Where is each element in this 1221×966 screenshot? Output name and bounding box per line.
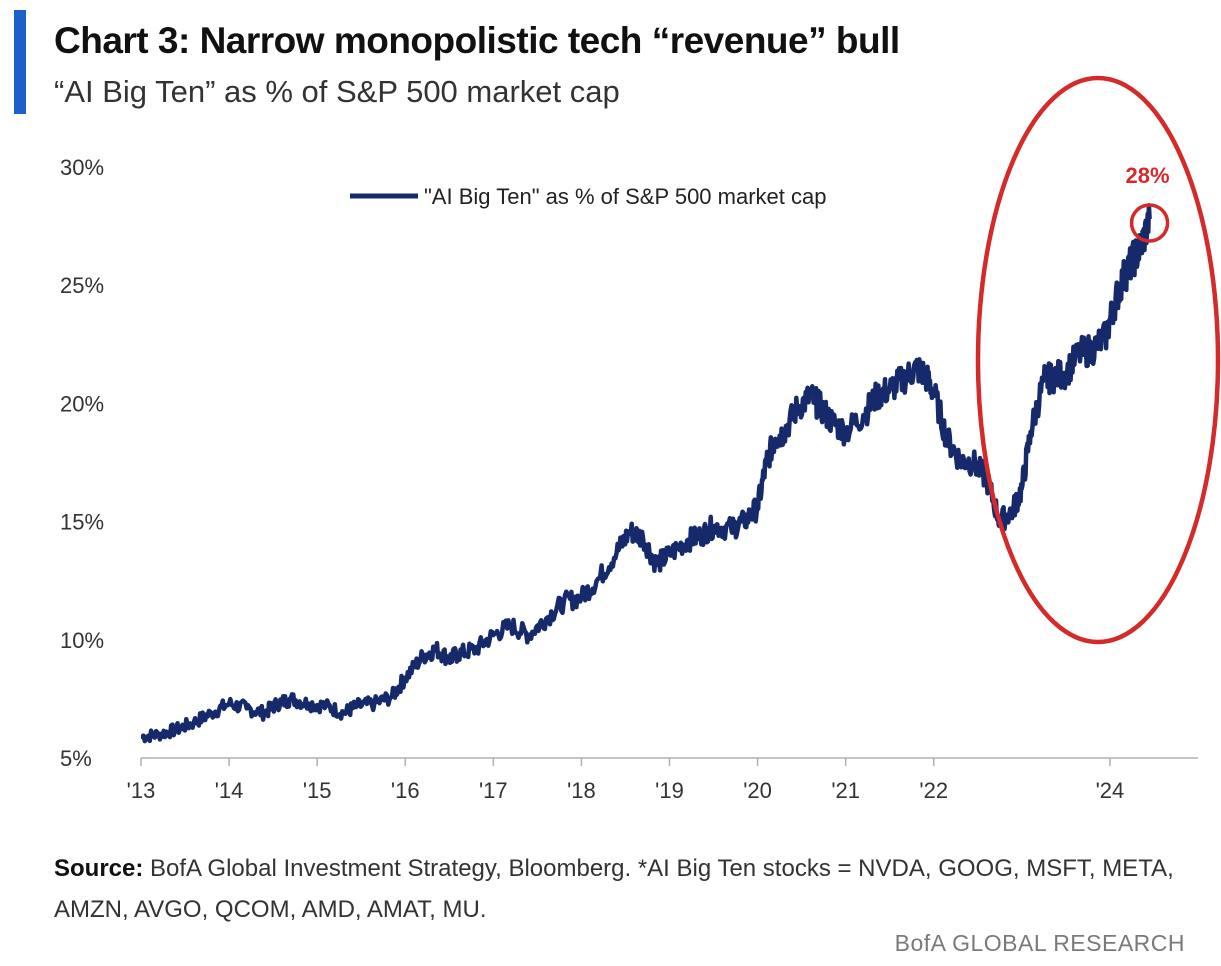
x-tick-label: '16 — [391, 778, 420, 803]
x-tick-label: '13 — [127, 778, 156, 803]
x-axis: '13 '14 '15 '16 '17 '18 '19 '20 '21 '22 '24 — [127, 758, 1125, 803]
x-tick-label: '14 — [215, 778, 244, 803]
x-tick-label: '19 — [655, 778, 684, 803]
legend-label: "AI Big Ten" as % of S&P 500 market cap — [424, 184, 826, 209]
x-tick-label: '17 — [479, 778, 508, 803]
x-tick-label: '18 — [567, 778, 596, 803]
x-tick-label: '24 — [1096, 778, 1125, 803]
y-tick-label: 30% — [60, 155, 104, 180]
accent-bar — [14, 10, 26, 114]
peak-marker — [1129, 203, 1170, 243]
highlight-ellipse — [975, 75, 1221, 645]
x-tick-label: '22 — [919, 778, 948, 803]
chart-subtitle: “AI Big Ten” as % of S&P 500 market cap — [54, 74, 620, 109]
x-tick-label: '21 — [831, 778, 860, 803]
y-axis: 5% 10% 15% 20% 25% 30% — [60, 155, 104, 771]
y-tick-label: 20% — [60, 391, 104, 416]
x-tick-label: '20 — [743, 778, 772, 803]
brand-label: BofA GLOBAL RESEARCH — [894, 930, 1185, 956]
chart-title: Chart 3: Narrow monopolistic tech “reven… — [54, 20, 900, 61]
y-tick-label: 5% — [60, 746, 92, 771]
x-tick-label: '15 — [303, 778, 332, 803]
legend: "AI Big Ten" as % of S&P 500 market cap — [350, 184, 826, 209]
source-note: Source: BofA Global Investment Strategy,… — [54, 848, 1174, 930]
source-text: BofA Global Investment Strategy, Bloombe… — [54, 855, 1174, 923]
peak-label: 28% — [1126, 163, 1170, 188]
y-tick-label: 15% — [60, 510, 104, 535]
y-tick-label: 25% — [60, 273, 104, 298]
series-line — [140, 203, 1152, 744]
y-tick-label: 10% — [60, 628, 104, 653]
source-label: Source: — [54, 855, 144, 882]
